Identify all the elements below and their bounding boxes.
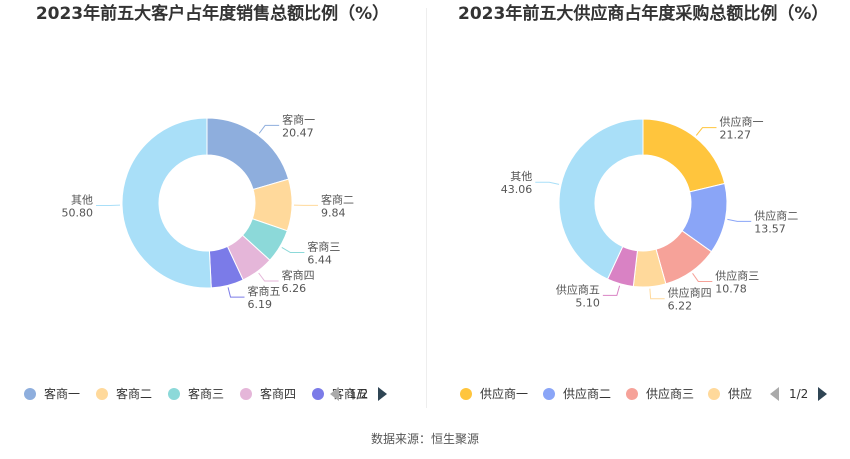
- slice-category-label: 供应商二: [754, 208, 798, 222]
- legend-dot-icon: [543, 388, 555, 400]
- legend-prev-icon[interactable]: [770, 387, 779, 401]
- slice-value-label: 21.27: [719, 129, 751, 142]
- leader-line: [281, 246, 305, 254]
- chart-title: 2023年前五大供应商占年度采购总额比例（%）: [458, 4, 829, 24]
- slice-category-label: 供应商五: [556, 282, 600, 296]
- legend-item[interactable]: 供应商二: [543, 384, 611, 404]
- legend-dot-icon: [240, 388, 252, 400]
- donut-slice[interactable]: [642, 118, 726, 193]
- leader-line: [692, 273, 713, 282]
- legend-pager: 1/2: [330, 384, 388, 404]
- leader-line: [258, 272, 279, 282]
- donut-slice[interactable]: [206, 117, 290, 191]
- supplier-chart-panel: 2023年前五大供应商占年度采购总额比例（%） 供应商一 21.27 供应商二 13.…: [428, 0, 850, 410]
- legend-dot-icon: [460, 388, 472, 400]
- leader-line: [602, 285, 621, 296]
- legend-label: 供应商三: [646, 387, 695, 401]
- legend-item[interactable]: 客商二: [96, 384, 152, 404]
- slice-value-label: 20.47: [282, 126, 314, 139]
- slice-value-label: 6.19: [248, 298, 273, 311]
- legend-dot-icon: [626, 388, 638, 400]
- slice-category-label: 供应商三: [715, 268, 759, 282]
- legend-item[interactable]: 客商四: [240, 384, 296, 404]
- slice-category-label: 客商三: [307, 240, 340, 254]
- legend-label: 供应商二: [563, 387, 612, 401]
- slice-category-label: 供应商一: [719, 115, 763, 129]
- legend-item[interactable]: 供应商三: [626, 384, 694, 404]
- legend-label: 客商四: [260, 387, 297, 401]
- slice-value-label: 6.22: [668, 300, 693, 313]
- slice-category-label: 客商二: [321, 192, 354, 206]
- slice-category-label: 客商五: [248, 284, 281, 298]
- legend-item[interactable]: 客商五: [312, 384, 368, 404]
- customer-legend: 客商一 客商二 客商三 客商四 客商五 1/2: [0, 384, 425, 404]
- legend-dot-icon: [168, 388, 180, 400]
- legend-next-icon[interactable]: [378, 387, 388, 401]
- leader-line: [649, 288, 665, 300]
- donut-slice[interactable]: [558, 118, 644, 280]
- legend-label: 供应商一: [480, 387, 529, 401]
- slice-category-label: 其他: [510, 170, 532, 183]
- legend-label: 客商一: [44, 387, 81, 401]
- slice-category-label: 客商四: [282, 268, 315, 282]
- slice-value-label: 43.06: [501, 183, 533, 196]
- donut-slice[interactable]: [121, 117, 212, 289]
- legend-item[interactable]: 客商一: [24, 384, 80, 404]
- leader-line: [258, 124, 280, 134]
- legend-label: 客商三: [188, 387, 225, 401]
- chart-title: 2023年前五大客户占年度销售总额比例（%）: [35, 4, 390, 24]
- panel-divider: [426, 8, 427, 408]
- customer-chart-panel: 2023年前五大客户占年度销售总额比例（%） 客商一 20.47 客商二 9.84 客商…: [0, 0, 425, 410]
- slice-value-label: 6.44: [307, 254, 332, 267]
- slice-value-label: 5.10: [575, 296, 600, 309]
- legend-label: 客商二: [116, 387, 153, 401]
- supplier-legend: 供应商一 供应商二 供应商三 供应 1/2: [428, 384, 850, 404]
- legend-item[interactable]: 供应: [708, 384, 752, 404]
- data-source: 数据来源：恒生聚源: [370, 432, 479, 446]
- legend-prev-icon[interactable]: [330, 387, 339, 401]
- legend-label: 供应: [728, 387, 753, 401]
- leader-line: [695, 127, 717, 136]
- slice-category-label: 客商一: [282, 112, 315, 126]
- slice-value-label: 13.57: [754, 222, 786, 235]
- legend-label: 客商五: [332, 387, 369, 401]
- slice-category-label: 其他: [71, 193, 93, 206]
- slice-value-label: 9.84: [321, 206, 346, 219]
- slice-value-label: 6.26: [282, 282, 307, 295]
- leader-line: [727, 218, 752, 222]
- legend-page-indicator: 1/2: [789, 387, 809, 401]
- leader-line: [535, 181, 560, 185]
- slice-category-label: 供应商四: [668, 286, 712, 300]
- legend-dot-icon: [708, 388, 720, 400]
- legend-dot-icon: [312, 388, 324, 400]
- legend-next-icon[interactable]: [818, 387, 828, 401]
- legend-page-indicator: 1/2: [349, 387, 369, 401]
- slice-value-label: 10.78: [715, 282, 747, 295]
- legend-item[interactable]: 供应商一: [460, 384, 528, 404]
- leader-line: [227, 287, 245, 298]
- legend-dot-icon: [24, 388, 36, 400]
- legend-pager: 1/2: [770, 384, 828, 404]
- legend-item[interactable]: 客商三: [168, 384, 224, 404]
- legend-dot-icon: [96, 388, 108, 400]
- slice-value-label: 50.80: [62, 206, 94, 219]
